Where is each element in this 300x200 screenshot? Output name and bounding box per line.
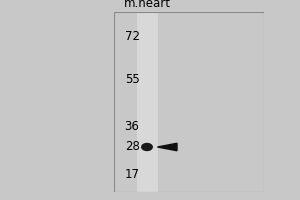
Polygon shape [158,143,177,151]
Text: m.heart: m.heart [124,0,170,10]
Bar [136,12,158,192]
Text: 36: 36 [124,120,140,134]
Ellipse shape [142,144,152,150]
Text: 17: 17 [124,168,140,181]
Text: 55: 55 [125,73,140,86]
Text: 28: 28 [124,140,140,154]
Text: 72: 72 [124,30,140,44]
